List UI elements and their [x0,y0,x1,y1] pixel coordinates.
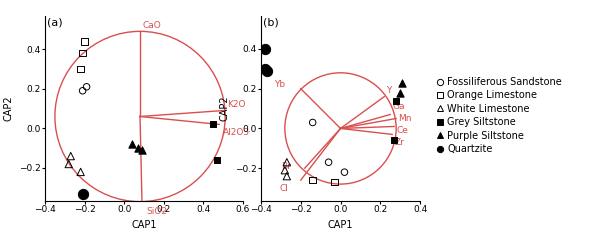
Point [308,121,317,124]
Text: SiO2: SiO2 [146,207,167,216]
Point [76,170,85,174]
Text: Ga: Ga [392,102,404,111]
Point [340,170,349,174]
Point [137,148,147,152]
Point [127,142,137,146]
Text: CaO: CaO [142,21,161,30]
Text: Ce: Ce [396,126,408,135]
Point [260,47,270,51]
Point [64,162,74,166]
Point [308,178,317,182]
Point [80,40,89,43]
Point [133,146,143,150]
Text: Al2O3: Al2O3 [223,128,250,137]
Text: Br: Br [281,162,291,171]
Point [391,99,401,103]
Text: Yb: Yb [274,80,285,89]
Point [260,67,270,71]
Point [76,67,85,71]
Point [330,180,340,184]
Text: Zr: Zr [394,138,404,147]
Text: (a): (a) [47,18,62,27]
Point [78,51,88,55]
Point [395,91,405,94]
Text: (b): (b) [263,17,278,27]
Point [78,192,88,196]
Text: K2O: K2O [227,100,245,109]
Point [78,89,88,93]
Point [212,158,222,162]
Point [280,168,290,172]
Point [82,85,91,89]
Y-axis label: CAP2: CAP2 [4,96,14,121]
Point [389,139,399,142]
Point [282,160,292,164]
Point [209,123,218,126]
Point [66,154,76,158]
Point [282,174,292,178]
Legend: Fossiliferous Sandstone, Orange Limestone, White Limestone, Grey Siltstone, Purp: Fossiliferous Sandstone, Orange Limeston… [434,76,563,155]
Point [324,160,334,164]
Point [397,81,407,85]
Y-axis label: CAP2: CAP2 [220,96,230,121]
Text: Mn: Mn [398,114,412,123]
Point [262,69,272,73]
X-axis label: CAP1: CAP1 [131,220,157,230]
X-axis label: CAP1: CAP1 [328,220,353,230]
Text: Y: Y [386,86,392,95]
Text: Cl: Cl [280,184,289,193]
